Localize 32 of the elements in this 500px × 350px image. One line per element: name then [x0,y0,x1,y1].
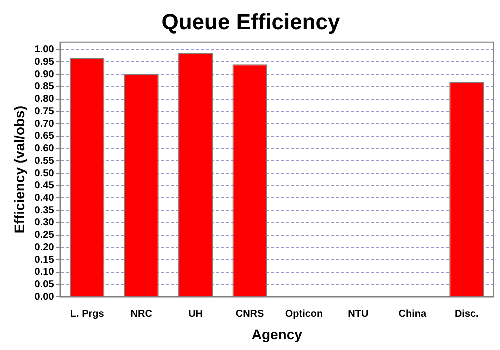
y-tick-label: 0.45 [34,180,55,192]
y-tick-label: 0.55 [34,156,55,167]
x-tick-label: NTU [348,308,369,320]
y-tick-label: 0.35 [34,205,55,216]
y-tick-label: 0.80 [34,94,55,106]
x-tick-label: Disc. [454,308,480,320]
y-tick-label: 0.10 [34,267,55,278]
y-tick-label: 0.15 [34,254,55,266]
x-axis-title: Agency [252,326,303,342]
y-tick-label: 0.00 [34,292,55,303]
x-tick-label: L. Prgs [70,308,105,320]
x-tick-label: Opticon [285,308,324,320]
x-tick-label: NRC [130,308,152,320]
x-tick-label: CNRS [236,308,265,320]
y-tick-label: 0.50 [34,168,55,180]
y-tick-label: 0.20 [34,242,55,254]
y-tick-label: 0.85 [34,82,55,93]
chart-title: Queue Efficiency [162,9,342,34]
y-tick-label: 0.90 [34,69,55,80]
y-tick-label: 0.60 [34,144,55,155]
y-axis-title: Efficiency (val/obs) [11,106,28,234]
x-tick-label: China [398,308,427,320]
y-tick-label: 0.40 [34,193,55,204]
y-tick-label: 0.95 [34,56,55,68]
y-tick-label: 0.30 [34,218,55,229]
x-tick-label: UH [188,308,204,320]
y-tick-label: 0.75 [34,106,55,118]
y-tick-label: 0.70 [34,118,55,130]
y-tick-label: 0.25 [34,230,55,242]
y-tick-label: 0.05 [34,280,55,291]
y-tick-label: 1.00 [34,44,55,56]
y-tick-label: 0.65 [34,131,55,142]
